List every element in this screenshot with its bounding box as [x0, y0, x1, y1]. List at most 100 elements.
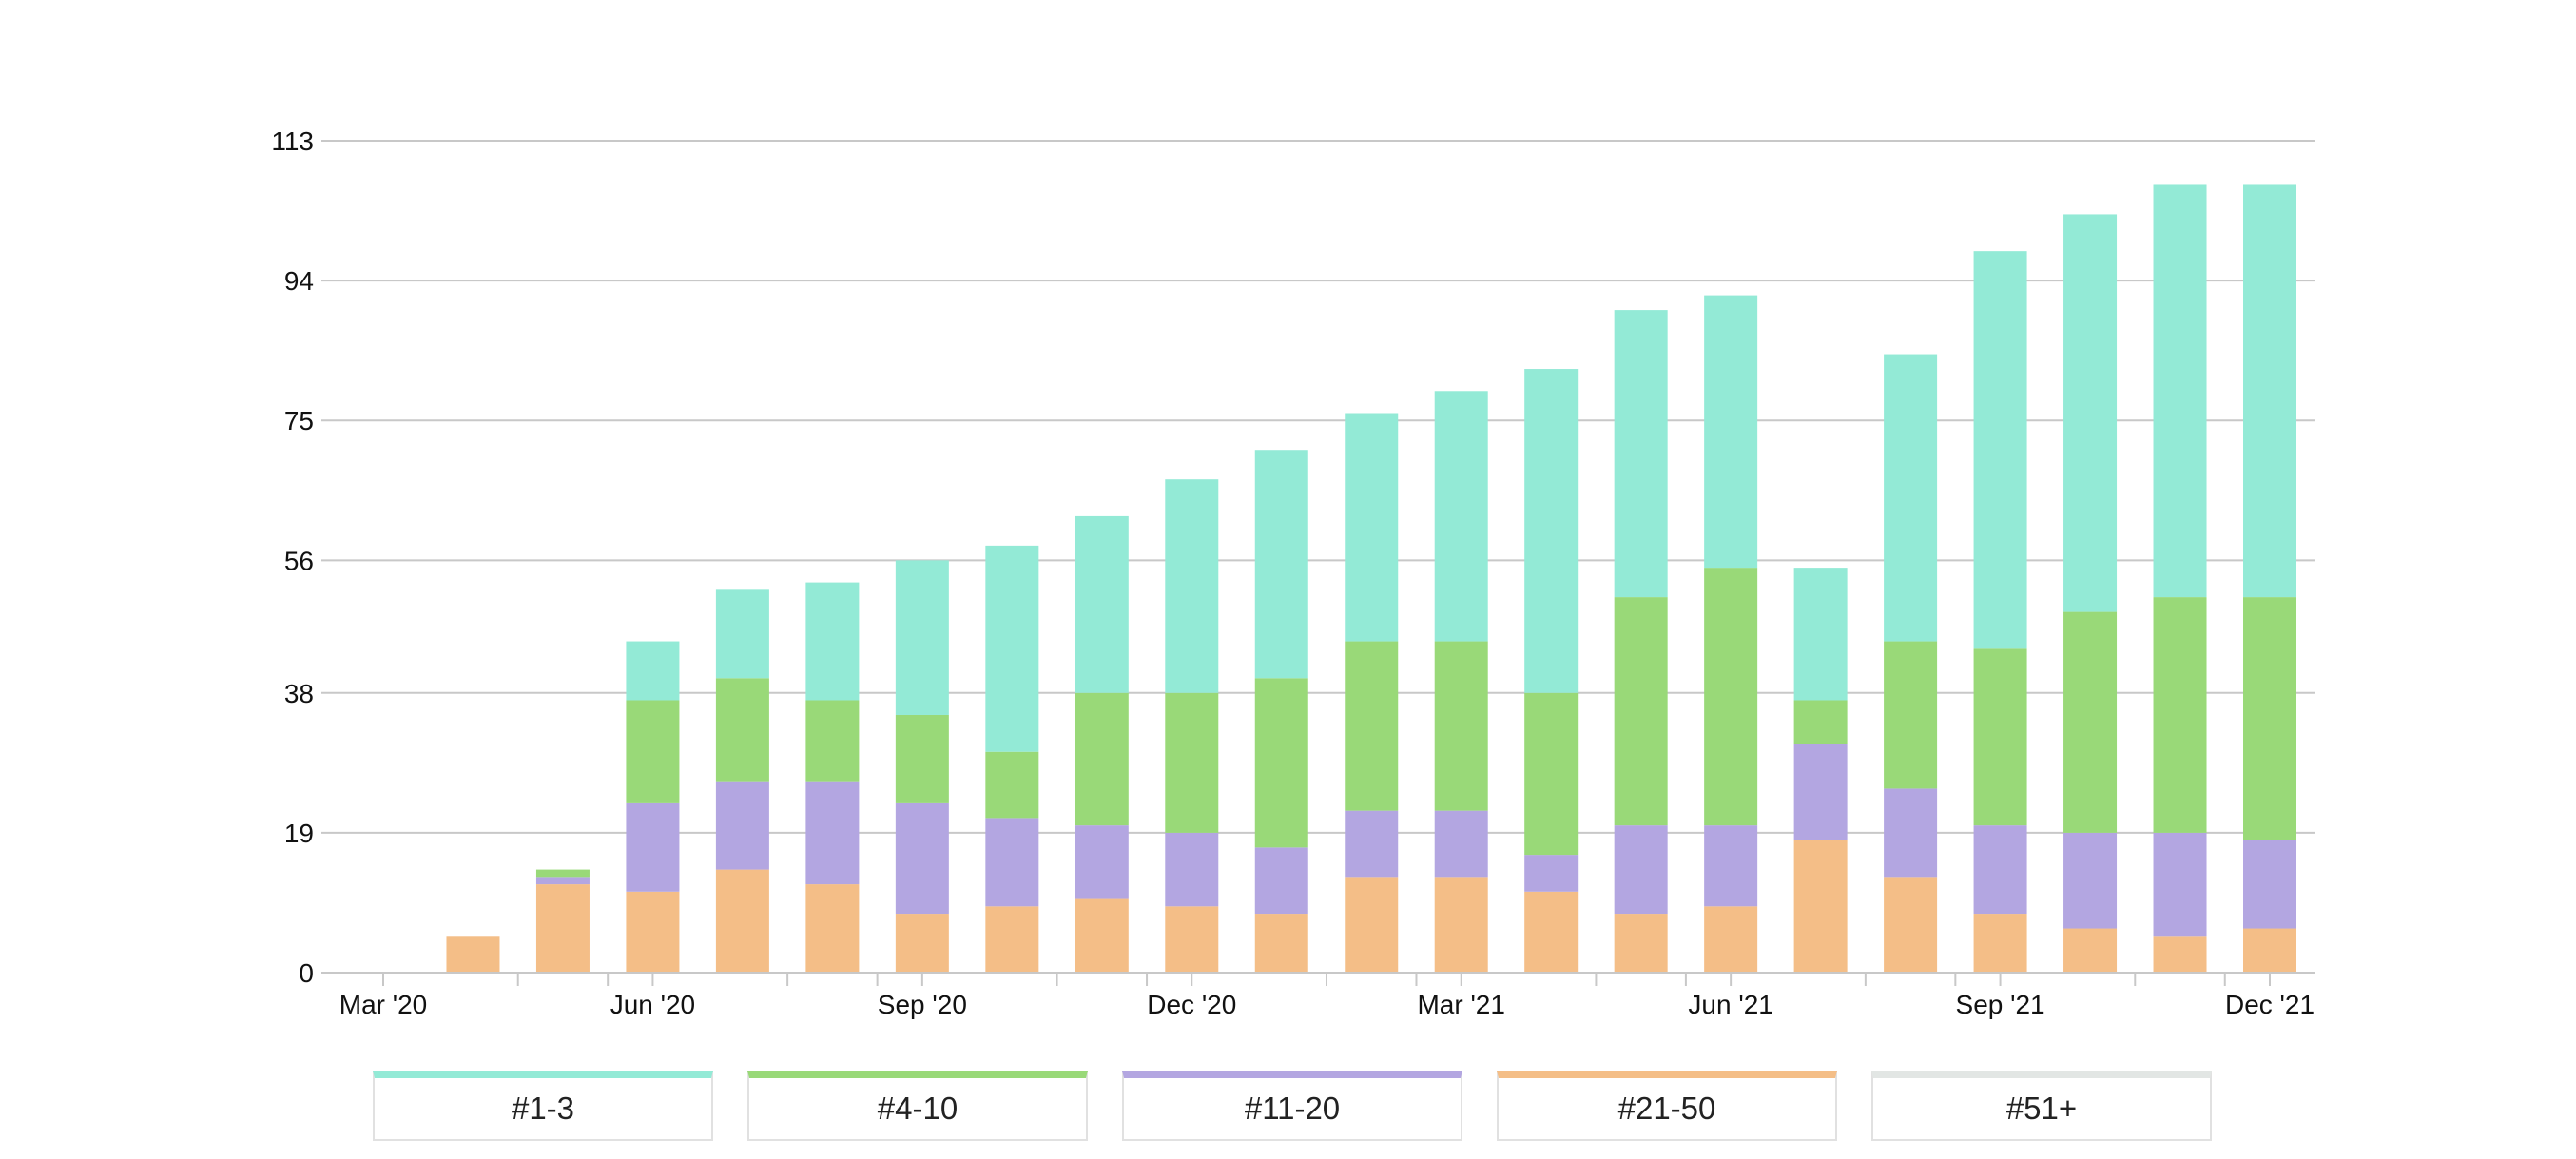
bar-segment[interactable] — [715, 869, 769, 973]
legend-label: #1-3 — [511, 1091, 575, 1126]
bar-segment[interactable] — [1614, 310, 1668, 598]
y-tick-label: 94 — [284, 266, 314, 296]
bar-segment[interactable] — [535, 869, 590, 878]
legend-label: #4-10 — [877, 1091, 959, 1126]
bar-segment[interactable] — [715, 678, 769, 782]
bar-segment[interactable] — [1524, 891, 1579, 973]
bar-segment[interactable] — [1973, 648, 2027, 826]
bar-segment[interactable] — [1704, 825, 1758, 907]
bar-segment[interactable] — [1524, 369, 1579, 693]
x-axis — [321, 972, 2315, 986]
y-tick-label: 0 — [299, 958, 314, 988]
legend: #1-3 #4-10 #11-20 #21-50 #51+ — [373, 1071, 2212, 1141]
bar-segment[interactable] — [1884, 788, 1938, 878]
x-axis-labels: Mar '20 Jun '20 Sep '20 Dec '20 Mar '21 Jun '… — [339, 990, 2315, 1019]
legend-item-4-10[interactable]: #4-10 — [747, 1071, 1088, 1141]
bar-segment[interactable] — [1884, 877, 1938, 973]
bar-segment[interactable] — [1075, 515, 1129, 693]
bar-segment[interactable] — [1165, 479, 1219, 693]
bar-segment[interactable] — [1165, 906, 1219, 973]
bars — [446, 184, 2296, 973]
bar-segment[interactable] — [2243, 840, 2296, 929]
bar-segment[interactable] — [2153, 184, 2207, 598]
bar-segment[interactable] — [1524, 855, 1579, 892]
bar-segment[interactable] — [1165, 832, 1219, 907]
bar-segment[interactable] — [1793, 744, 1848, 840]
bar-segment[interactable] — [1704, 568, 1758, 826]
bar-segment[interactable] — [1973, 825, 2027, 915]
legend-item-51-plus[interactable]: #51+ — [1871, 1071, 2212, 1141]
bar-segment[interactable] — [2153, 597, 2207, 833]
bar-segment[interactable] — [2243, 184, 2296, 598]
bar-segment[interactable] — [1254, 450, 1308, 679]
bar-segment[interactable] — [2243, 597, 2296, 840]
bar-segment[interactable] — [1793, 700, 1848, 744]
bar-segment[interactable] — [1345, 810, 1399, 878]
bar-segment[interactable] — [1434, 391, 1488, 642]
bar-segment[interactable] — [1345, 641, 1399, 811]
bar-segment[interactable] — [1614, 914, 1668, 973]
y-tick-label: 56 — [284, 546, 314, 575]
y-tick-label: 113 — [271, 126, 314, 156]
bar-segment[interactable] — [805, 700, 860, 782]
bar-segment[interactable] — [1434, 877, 1488, 973]
bar-segment[interactable] — [1614, 597, 1668, 826]
bar-segment[interactable] — [2243, 928, 2296, 973]
bar-segment[interactable] — [2063, 832, 2118, 929]
bar-segment[interactable] — [895, 802, 949, 915]
y-tick-label: 38 — [284, 679, 314, 708]
bar-segment[interactable] — [2153, 832, 2207, 937]
bar-segment[interactable] — [2153, 936, 2207, 973]
bar-segment[interactable] — [1165, 692, 1219, 833]
bar-segment[interactable] — [2063, 214, 2118, 612]
bar-segment[interactable] — [1434, 641, 1488, 811]
bar-segment[interactable] — [2063, 611, 2118, 833]
bar-segment[interactable] — [535, 884, 590, 973]
legend-item-11-20[interactable]: #11-20 — [1122, 1071, 1462, 1141]
bar-segment[interactable] — [715, 589, 769, 679]
legend-item-1-3[interactable]: #1-3 — [373, 1071, 713, 1141]
bar-segment[interactable] — [1254, 847, 1308, 915]
bar-segment[interactable] — [1793, 840, 1848, 973]
bar-segment[interactable] — [805, 781, 860, 885]
bar-segment[interactable] — [805, 582, 860, 701]
bar-segment[interactable] — [2063, 928, 2118, 973]
bar-segment[interactable] — [1075, 692, 1129, 826]
bar-segment[interactable] — [626, 700, 680, 803]
bar-segment[interactable] — [1254, 678, 1308, 848]
bar-segment[interactable] — [446, 936, 500, 973]
bar-segment[interactable] — [985, 818, 1039, 907]
bar-segment[interactable] — [1075, 898, 1129, 973]
bar-segment[interactable] — [1973, 914, 2027, 973]
legend-item-21-50[interactable]: #21-50 — [1497, 1071, 1837, 1141]
x-tick-label: Dec '20 — [1147, 990, 1236, 1019]
bar-segment[interactable] — [626, 641, 680, 701]
bar-segment[interactable] — [1973, 251, 2027, 649]
y-axis-labels: 0 19 38 56 75 94 113 — [271, 126, 314, 988]
bar-segment[interactable] — [895, 560, 949, 715]
bar-segment[interactable] — [805, 884, 860, 973]
bar-segment[interactable] — [715, 781, 769, 870]
bar-segment[interactable] — [1614, 825, 1668, 915]
bar-segment[interactable] — [1254, 914, 1308, 973]
bar-segment[interactable] — [1524, 692, 1579, 856]
bar-segment[interactable] — [1075, 825, 1129, 899]
bar-segment[interactable] — [626, 802, 680, 892]
bar-segment[interactable] — [1884, 641, 1938, 789]
bar-segment[interactable] — [1704, 295, 1758, 569]
bar-segment[interactable] — [626, 891, 680, 973]
bar-segment[interactable] — [1793, 568, 1848, 701]
bar-segment[interactable] — [535, 877, 590, 885]
bar-segment[interactable] — [985, 545, 1039, 752]
bar-segment[interactable] — [1884, 354, 1938, 642]
bar-segment[interactable] — [895, 914, 949, 973]
bar-segment[interactable] — [985, 751, 1039, 819]
bar-segment[interactable] — [895, 714, 949, 803]
bar-segment[interactable] — [1434, 810, 1488, 878]
bar-segment[interactable] — [1345, 877, 1399, 973]
x-tick-label: Jun '20 — [610, 990, 695, 1019]
bar-segment[interactable] — [985, 906, 1039, 973]
x-tick-label: Mar '20 — [339, 990, 428, 1019]
bar-segment[interactable] — [1345, 413, 1399, 642]
bar-segment[interactable] — [1704, 906, 1758, 973]
